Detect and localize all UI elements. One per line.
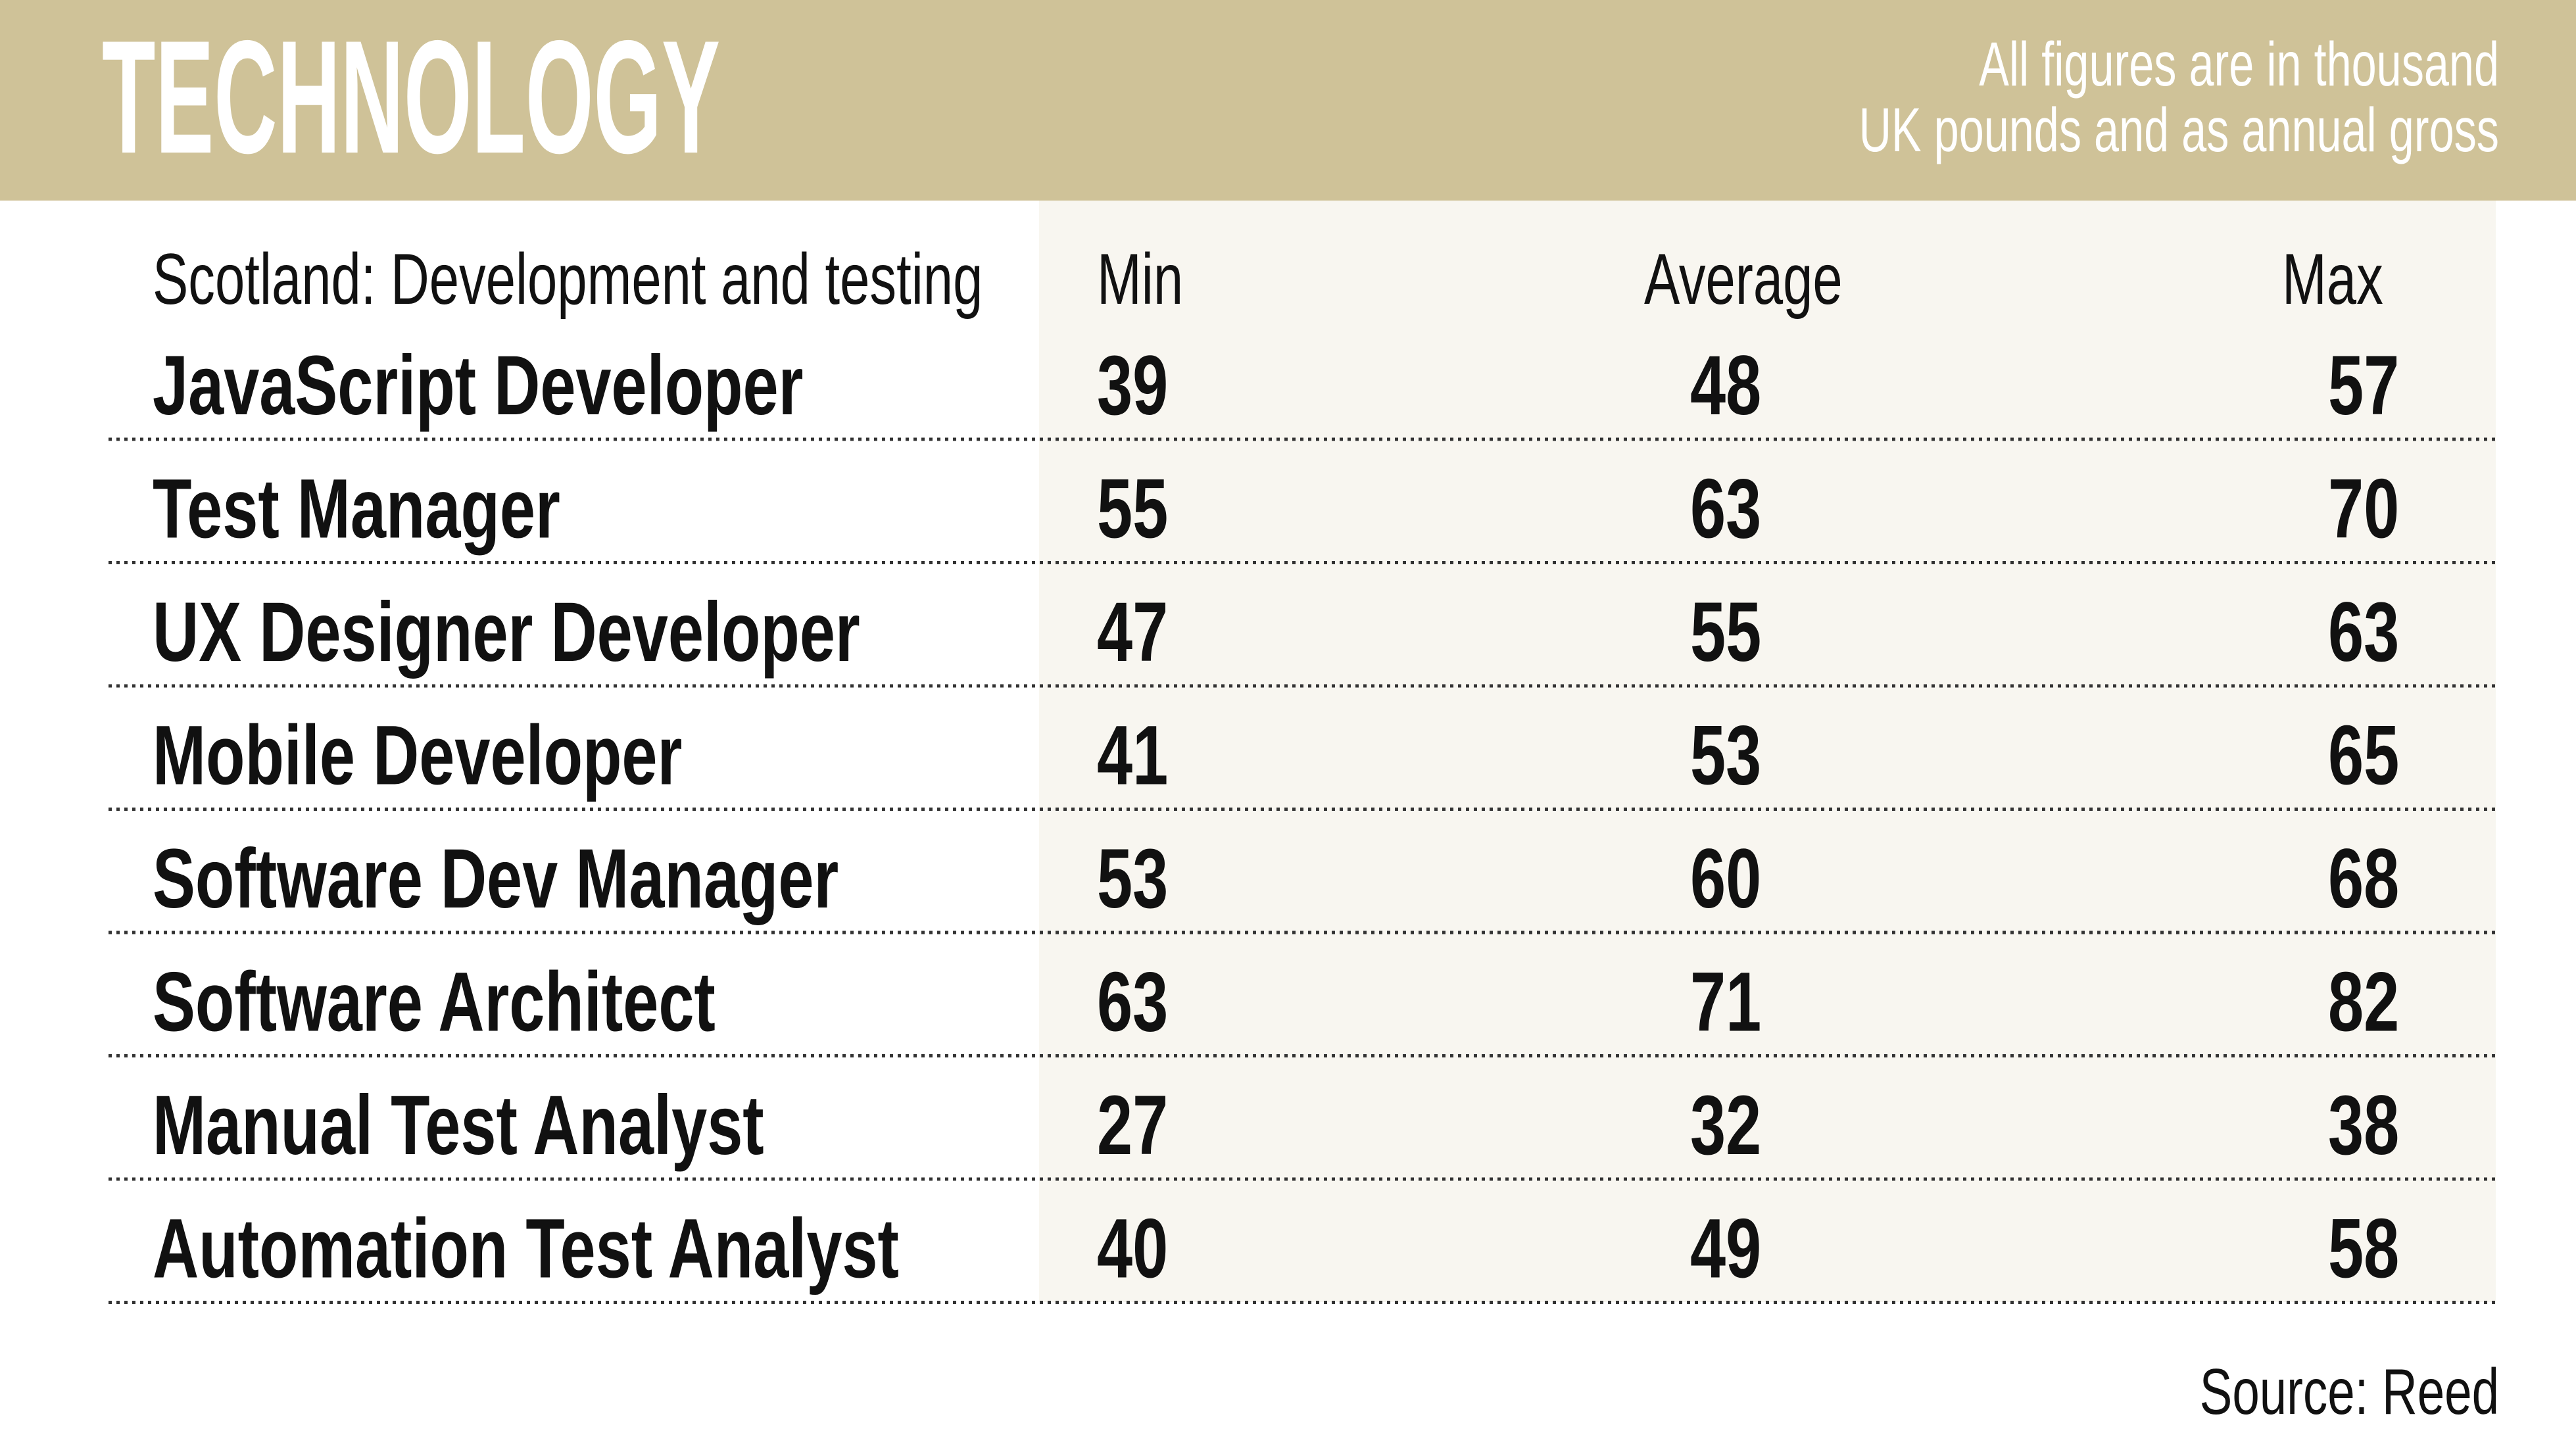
cell-value: 82: [2328, 956, 2399, 1050]
cell-value: 32: [1690, 1078, 1761, 1173]
cell-value: 27: [1097, 1078, 1168, 1173]
cell-value: 65: [2328, 709, 2399, 803]
cell-value: 63: [1097, 956, 1168, 1050]
cell-value: 53: [1690, 709, 1761, 803]
cell-value: 39: [1097, 339, 1168, 433]
cell-value: 60: [1690, 832, 1761, 926]
cell-value: 71: [1690, 956, 1761, 1050]
column-header: Scotland: Development and testing: [153, 238, 983, 320]
row-label: Automation Test Analyst: [153, 1202, 899, 1296]
row-label: JavaScript Developer: [153, 339, 803, 433]
row-label: UX Designer Developer: [153, 585, 860, 679]
cell-value: 55: [1097, 462, 1168, 556]
title: TECHNOLOGY: [102, 7, 720, 187]
column-header: Min: [1097, 238, 1183, 320]
cell-value: 49: [1690, 1202, 1761, 1296]
cell-value: 48: [1690, 339, 1761, 433]
row-label: Software Architect: [153, 956, 716, 1050]
cell-value: 47: [1097, 585, 1168, 679]
cell-value: 68: [2328, 832, 2399, 926]
header-note: UK pounds and as annual gross: [1859, 95, 2499, 165]
cell-value: 55: [1690, 585, 1761, 679]
cell-value: 57: [2328, 339, 2399, 433]
values-panel: [1039, 201, 2496, 1302]
column-header: Max: [2282, 238, 2383, 320]
row-label: Mobile Developer: [153, 709, 682, 803]
row-label: Software Dev Manager: [153, 832, 838, 926]
row-label: Test Manager: [153, 462, 560, 556]
header-note: All figures are in thousand: [1979, 29, 2499, 99]
cell-value: 40: [1097, 1202, 1168, 1296]
cell-value: 41: [1097, 709, 1168, 803]
cell-value: 70: [2328, 462, 2399, 556]
cell-value: 63: [2328, 585, 2399, 679]
header-band: [0, 0, 2576, 201]
source: Source: Reed: [2200, 1356, 2499, 1428]
cell-value: 38: [2328, 1078, 2399, 1173]
cell-value: 63: [1690, 462, 1761, 556]
cell-value: 58: [2328, 1202, 2399, 1296]
row-label: Manual Test Analyst: [153, 1078, 764, 1173]
cell-value: 53: [1097, 832, 1168, 926]
column-header: Average: [1644, 238, 1843, 320]
